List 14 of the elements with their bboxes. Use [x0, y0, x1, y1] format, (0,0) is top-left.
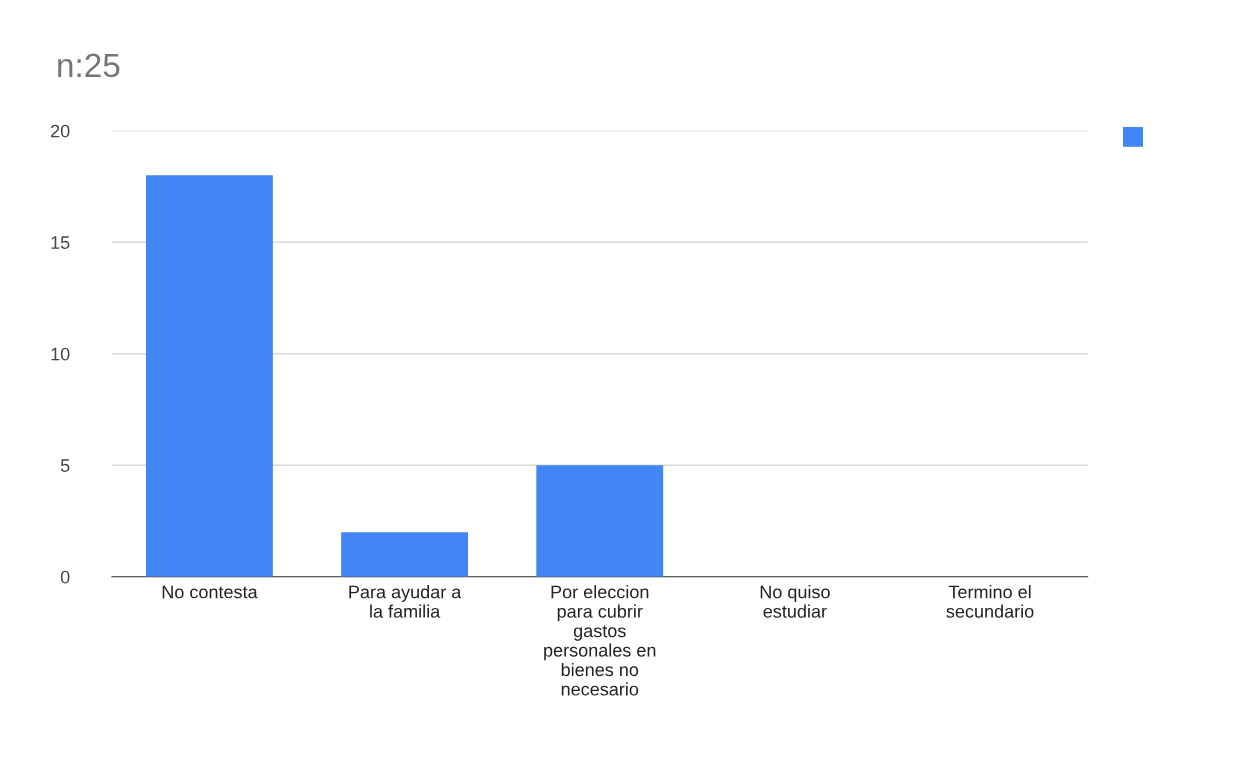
- bar: [146, 175, 273, 577]
- x-tick-label: No contesta: [162, 585, 258, 599]
- y-tick-label: 15: [51, 236, 70, 249]
- bar: [536, 465, 664, 577]
- bar: [341, 532, 469, 577]
- chart-title: n:25: [58, 53, 120, 78]
- y-tick-label: 5: [60, 459, 70, 472]
- y-tick-label: 20: [51, 124, 70, 138]
- y-tick-label: 0: [60, 570, 70, 584]
- x-tick-label: Termino el secundario: [946, 585, 1034, 618]
- y-tick-label: 10: [51, 347, 70, 361]
- x-tick-label: Por eleccion para cubrir gastos personales en bienes no necesario: [544, 585, 656, 696]
- x-tick-label: No quiso estudiar: [760, 585, 830, 618]
- x-tick-label: Para ayudar a la familia: [349, 585, 462, 618]
